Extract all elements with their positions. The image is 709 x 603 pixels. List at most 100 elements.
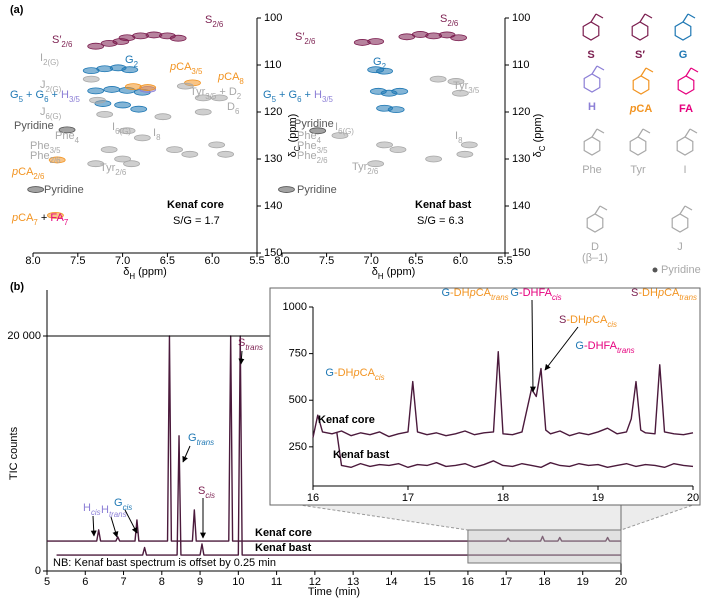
cross-peak [82,75,100,83]
x-tick-label: 16 [462,576,474,588]
text-segment: 6 [235,107,240,116]
annotation: I8 [153,127,161,142]
text-segment: 3/5 [317,146,329,155]
y-tick-label: 750 [289,348,307,360]
annotation: Phe2/6 [30,150,61,165]
structure-bond [685,67,692,77]
structure-bond [679,205,686,215]
text-segment: G [325,367,334,379]
arrow [238,350,245,365]
x-axis-label: δH (ppm) [372,266,416,281]
structure-bond [640,67,647,77]
inset-box [269,287,701,506]
y-tick-label: 120 [512,106,530,118]
annotation: pCA7 + FA7 [11,212,68,227]
annotation: Gtrans [188,432,214,447]
structure-bond [596,65,605,71]
structure-label: D [591,241,599,253]
text-segment: 7 [64,218,68,227]
cross-peak [103,86,121,93]
text-segment: H [129,272,135,281]
text-segment: S [559,314,566,326]
y-tick-label: 100 [264,12,282,24]
annotation: S′2/6 [295,31,316,46]
structure-label: G [679,49,688,61]
text-segment: 3/5 [50,146,62,155]
structure-label: pCA [629,103,653,115]
text-segment: H [314,89,322,101]
text-segment: Tyr [630,164,646,176]
x-tick-label: 8 [159,576,165,588]
structure-bond [596,128,605,134]
text-segment: + [38,212,51,224]
structure-bond [684,128,691,138]
y-tick-label: 110 [264,59,282,71]
text-segment: G [188,432,197,444]
cross-peak [176,82,194,90]
cross-peak [376,67,393,75]
annotation: S-DHpCAcis [559,314,617,329]
x-tick-label: 13 [347,576,359,588]
structure-ring [586,213,604,233]
text-segment: trans [491,293,509,302]
text-segment: Tyr [190,86,206,98]
arrow [529,299,536,393]
annotation: S2/6 [205,14,224,29]
text-segment: Phe [582,164,602,176]
x-axis-label: δH (ppm) [123,266,167,281]
annotation: Kenaf core [167,199,224,211]
structure-label: (β–1) [582,252,608,264]
cross-peak [133,134,151,142]
x-tick-label: 15 [424,576,436,588]
annotation: I2(G) [40,52,59,67]
text-segment: I [683,164,686,176]
x-tick-label: 18 [497,492,509,504]
zoom-connector [299,504,694,531]
text-segment: (β–1) [582,252,608,264]
text-segment: CA [592,314,608,326]
text-segment: 2/6 [33,172,45,181]
structure-ring [583,136,601,156]
text-segment: δ [532,151,544,157]
cross-peak [367,38,385,45]
annotation: Phe3/5 [297,140,328,155]
cross-peak [166,146,183,154]
text-segment: J [677,241,683,253]
annotation: G5 + G6 + H3/5 [10,89,81,104]
structure-bond [644,13,653,19]
cross-peak [47,211,64,219]
x-tick-label: 6.0 [205,255,220,267]
annotation: Scis [198,485,215,500]
text-segment: 5 [272,95,277,104]
text-segment: cis [205,491,215,500]
cross-peak [387,106,405,114]
text-segment: S′ [635,49,645,61]
y-tick-label: 130 [264,153,282,165]
text-segment: p [657,287,664,299]
cross-peak [118,127,136,135]
text-segment: G [441,287,450,299]
cross-peak [89,96,106,104]
text-segment: 2 [237,92,241,101]
x-tick-label: 8.0 [25,255,40,267]
text-segment: cis [91,508,101,517]
text-segment: 6 [297,95,302,104]
text-segment: (ppm) [135,266,167,278]
series-line [47,335,621,542]
annotation: I6(G) [335,121,354,136]
zoom-region [467,529,622,564]
text-segment: p [217,71,224,83]
annotation: Htrans [101,504,127,519]
text-segment: p [169,61,176,73]
text-segment: 6 [44,95,49,104]
text-segment: trans [197,438,215,447]
annotation: Kenaf bast [415,199,472,211]
x-tick-label: 12 [309,576,321,588]
text-segment: (ppm) [532,114,544,146]
series-line [56,335,621,556]
structure-label: Tyr [630,164,646,176]
cross-peak [376,141,393,149]
text-segment: S [587,49,594,61]
cross-peak [48,156,66,164]
text-segment: S′ [52,34,61,46]
